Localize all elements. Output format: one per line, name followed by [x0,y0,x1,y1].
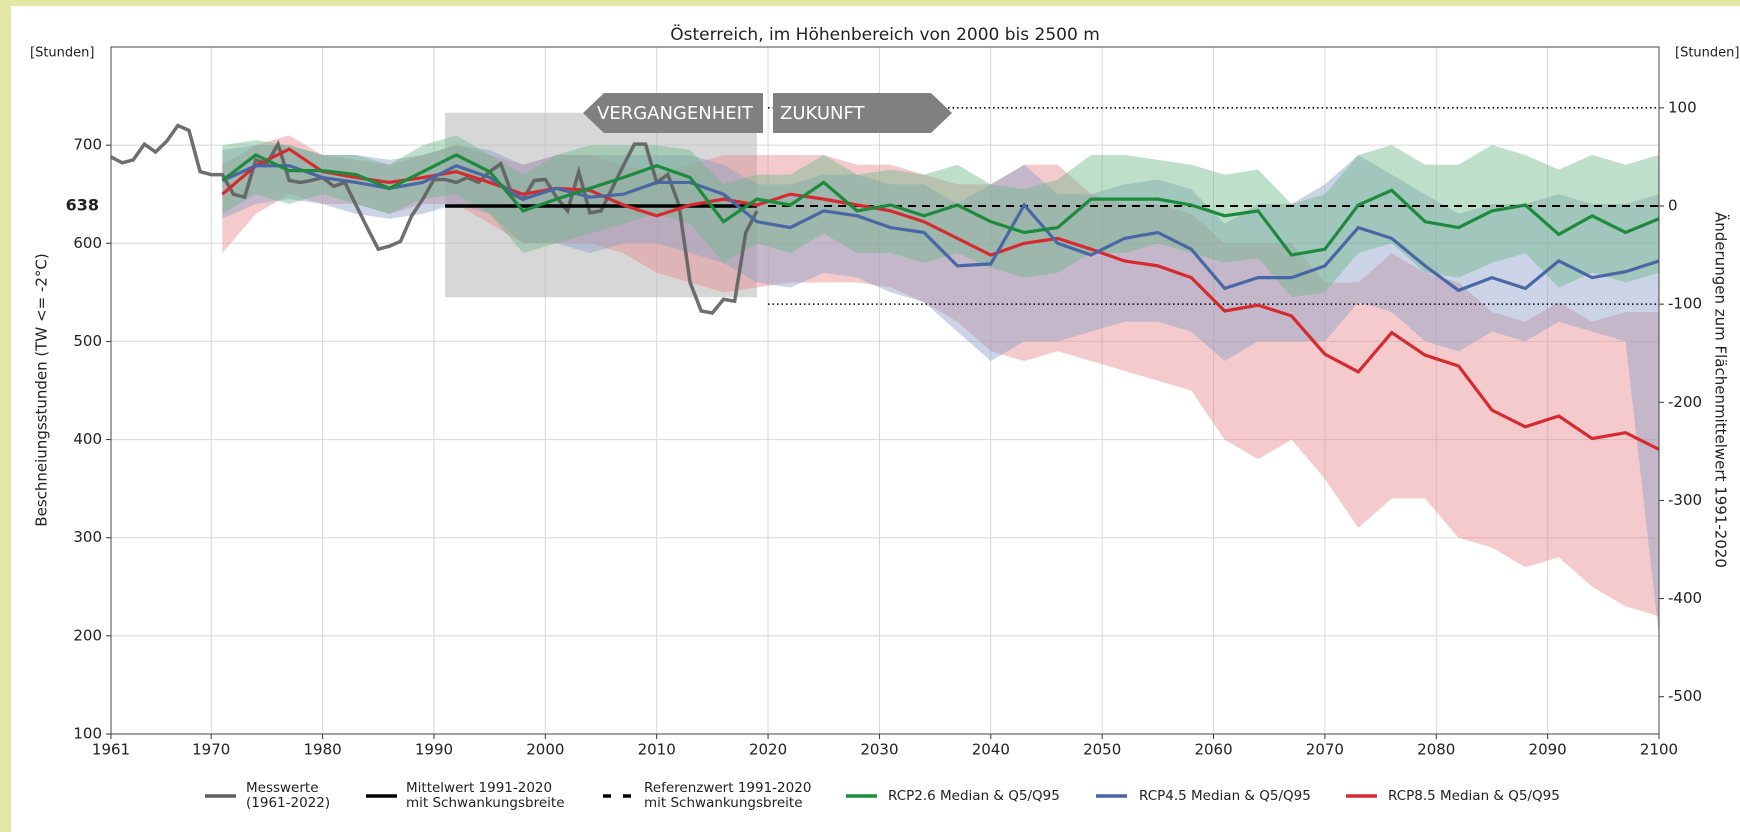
y2-tick-label: -300 [1668,491,1702,509]
legend-label: Referenzwert 1991-2020 mit Schwankungsbr… [644,780,812,811]
quantile-band [222,135,1659,617]
y2-axis-label: Änderungen zum Flächenmittelwert 1991-20… [1712,212,1731,568]
legend-label: RCP2.6 Median & Q5/Q95 [888,787,1060,804]
x-tick-label: 2010 [638,741,676,759]
y2-tick-label: -400 [1668,589,1702,607]
y-tick-label: 200 [73,626,102,644]
annotation: VERGANGENHEIT [597,103,754,124]
median-line [221,153,1660,257]
y-tick-label: 400 [73,430,102,448]
x-tick-label: 2060 [1194,741,1232,759]
legend-label: RCP8.5 Median & Q5/Q95 [1388,787,1560,804]
annotation: ZUKUNFT [780,103,866,124]
y2-tick-label: 100 [1668,98,1697,116]
arrow-future [773,93,952,133]
arrow-past [583,93,763,133]
y-tick-label: 300 [73,528,102,546]
y-unit-left: [Stunden] [30,46,94,61]
median-line [221,164,1660,293]
y2-tick-label: -200 [1668,393,1702,411]
x-tick-label: 2100 [1640,741,1678,759]
measured-line [110,123,759,315]
x-tick-label: 1980 [304,741,342,759]
x-tick-label: 2050 [1083,741,1121,759]
x-tick-label: 2040 [972,741,1010,759]
y-tick-label: 700 [73,136,102,154]
y2-tick-label: -500 [1668,687,1702,705]
panel [11,6,1740,832]
chart-title: Österreich, im Höhenbereich von 2000 bis… [670,23,1100,45]
reference-label: 638 [66,195,99,214]
plot-frame [110,46,1660,735]
legend-label: Mittelwert 1991-2020 mit Schwankungsbrei… [406,780,565,811]
x-tick-label: 1990 [415,741,453,759]
x-tick-label: 2070 [1306,741,1344,759]
x-tick-label: 2090 [1529,741,1567,759]
x-tick-label: 2080 [1417,741,1455,759]
legend-label: RCP4.5 Median & Q5/Q95 [1139,787,1311,804]
y2-tick-label: 0 [1668,196,1678,214]
median-line [221,147,1660,451]
x-tick-label: 2030 [860,741,898,759]
y2-tick-label: -100 [1668,295,1702,313]
y-axis-label: Beschneiungsstunden (TW <= -2°C) [33,253,51,526]
quantile-band [222,145,1659,636]
x-tick-label: 2020 [749,741,787,759]
y-tick-label: 500 [73,332,102,350]
y-tick-label: 600 [73,234,102,252]
x-tick-label: 2000 [526,741,564,759]
y-unit-right: [Stunden] [1675,46,1739,61]
legend-label: Messwerte (1961-2022) [246,780,331,811]
x-tick-label: 1961 [92,741,130,759]
y-tick-label: 100 [73,725,102,743]
x-tick-label: 1970 [192,741,230,759]
